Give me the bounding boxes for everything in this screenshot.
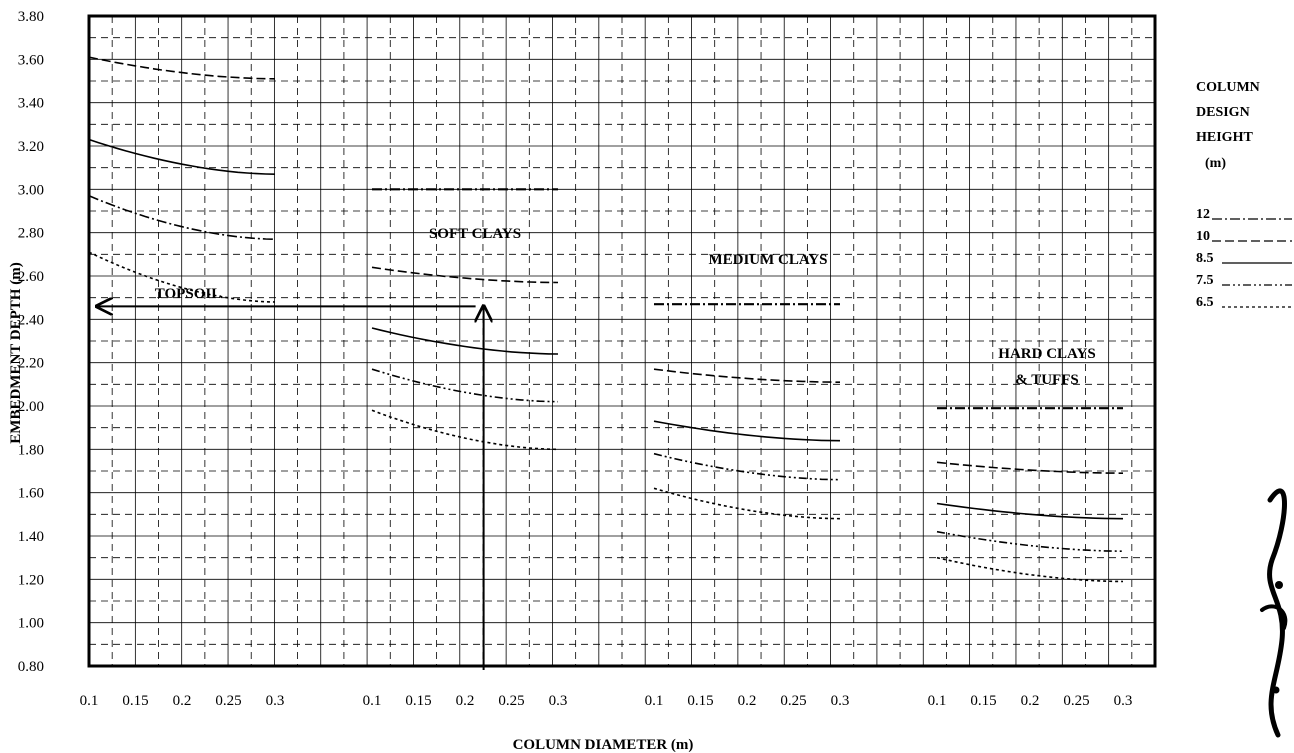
y-tick-label: 1.20 — [18, 572, 44, 588]
x-tick-label: 0.25 — [215, 693, 241, 709]
legend-title: (m) — [1205, 156, 1226, 171]
signature-mark — [1260, 488, 1288, 738]
y-tick-label: 2.40 — [18, 312, 44, 328]
y-tick-label: 2.20 — [18, 356, 44, 372]
x-tick-label: 0.25 — [1063, 693, 1089, 709]
x-tick-label: 0.1 — [363, 693, 382, 709]
x-tick-label: 0.3 — [266, 693, 285, 709]
plot-frame — [87, 14, 1157, 668]
series-line-8-5 — [88, 138, 276, 175]
x-tick-label: 0.2 — [1021, 693, 1040, 709]
x-axis-label: COLUMN DIAMETER (m) — [513, 737, 694, 753]
panel-label-3: & TUFFS — [1015, 372, 1078, 388]
x-tick-label: 0.1 — [80, 693, 99, 709]
x-tick-label: 0.3 — [831, 693, 850, 709]
legend-title: COLUMN — [1196, 80, 1260, 95]
series-line-6-5 — [653, 487, 841, 520]
legend-title: HEIGHT — [1196, 130, 1253, 145]
series-line-8-5 — [371, 327, 559, 355]
x-tick-label: 0.3 — [1114, 693, 1133, 709]
series-line-6-5 — [88, 251, 276, 303]
y-tick-label: 3.20 — [18, 139, 44, 155]
series-line-6-5 — [936, 556, 1124, 583]
x-axis-ticks: 0.1 0.15 0.2 0.25 0.3 0.1 0.15 0.2 0.25 0.3 0.1 0.1… — [80, 693, 1133, 709]
x-tick-label: 0.2 — [173, 693, 192, 709]
x-tick-label: 0.2 — [456, 693, 475, 709]
y-tick-label: 2.00 — [18, 399, 44, 415]
legend: COLUMN DESIGN HEIGHT (m) 12 10 8.5 7.5 6.5 — [1196, 80, 1292, 310]
panel-label-0: TOPSOIL — [155, 286, 221, 302]
series-line-12 — [88, 195, 276, 240]
series-line-8-5 — [653, 420, 841, 442]
legend-label: 6.5 — [1196, 295, 1214, 310]
x-tick-label: 0.1 — [928, 693, 947, 709]
panel-label-3: HARD CLAYS — [998, 346, 1095, 362]
x-tick-label: 0.2 — [738, 693, 757, 709]
y-tick-label: 2.80 — [18, 226, 44, 242]
x-tick-label: 0.25 — [498, 693, 524, 709]
series-line-8-5 — [936, 502, 1124, 520]
legend-label: 10 — [1196, 229, 1210, 244]
series-lines — [88, 56, 1124, 583]
legend-label: 8.5 — [1196, 251, 1214, 266]
x-tick-label: 0.15 — [970, 693, 996, 709]
y-tick-label: 1.60 — [18, 486, 44, 502]
y-tick-label: 3.40 — [18, 96, 44, 112]
x-tick-label: 0.3 — [549, 693, 568, 709]
legend-title: DESIGN — [1196, 105, 1250, 120]
series-line-10 — [936, 461, 1124, 474]
y-tick-label: 3.60 — [18, 52, 44, 68]
x-tick-label: 0.1 — [645, 693, 664, 709]
series-line-10 — [88, 56, 276, 80]
y-axis-ticks: 3.80 3.60 3.40 3.20 3.00 2.80 2.60 2.40 2.20 2.00… — [18, 9, 44, 675]
series-line-10 — [653, 368, 841, 383]
legend-label: 7.5 — [1196, 273, 1214, 288]
y-tick-label: 1.00 — [18, 616, 44, 632]
series-line-6-5 — [371, 409, 559, 451]
plot-border — [87, 14, 1157, 668]
x-tick-label: 0.15 — [122, 693, 148, 709]
legend-label: 12 — [1196, 207, 1210, 222]
x-tick-label: 0.25 — [780, 693, 806, 709]
panel-labels: TOPSOIL SOFT CLAYS MEDIUM CLAYS HARD CLAYS &… — [155, 226, 1096, 388]
series-line-7-5 — [371, 368, 559, 403]
y-tick-label: 3.00 — [18, 182, 44, 198]
y-tick-label: 2.60 — [18, 269, 44, 285]
y-tick-label: 3.80 — [18, 9, 44, 25]
x-tick-label: 0.15 — [687, 693, 713, 709]
y-tick-label: 1.80 — [18, 442, 44, 458]
y-axis-label: EMBEDMENT DEPTH (m) — [8, 262, 24, 443]
panel-label-1: SOFT CLAYS — [429, 226, 521, 242]
y-tick-label: 1.40 — [18, 529, 44, 545]
series-line-7-5 — [936, 530, 1124, 552]
panel-label-2: MEDIUM CLAYS — [708, 252, 827, 268]
x-tick-label: 0.15 — [405, 693, 431, 709]
series-line-10 — [371, 266, 559, 284]
series-line-7-5 — [653, 452, 841, 481]
grid — [89, 16, 1155, 666]
y-tick-label: 0.80 — [18, 659, 44, 675]
reading-arrows — [97, 306, 484, 670]
